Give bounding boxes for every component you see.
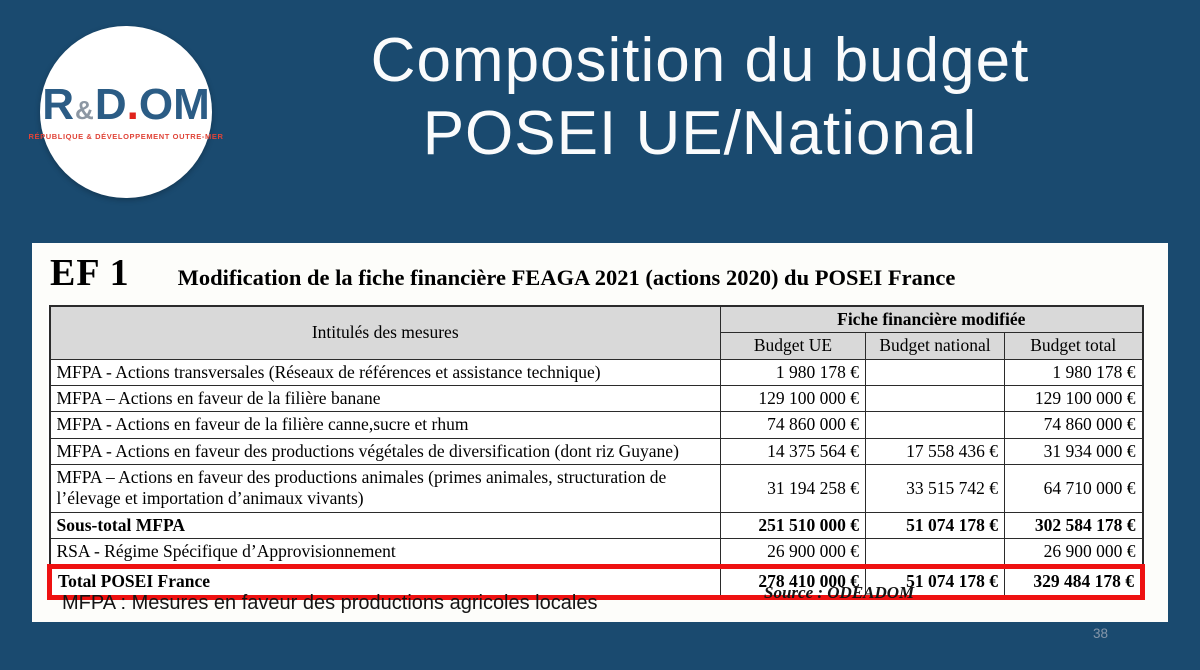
table-row: MFPA - Actions transversales (Réseaux de… (49, 358, 1143, 387)
budget-national-value (865, 385, 1005, 413)
budget-table: Intitulés des mesures Fiche financière m… (47, 305, 1145, 600)
measure-label: Total POSEI France (47, 564, 721, 600)
table-row-total-highlighted: Total POSEI France 278 410 000 € 51 074 … (47, 564, 1145, 600)
table-row: MFPA - Actions en faveur des productions… (49, 437, 1143, 466)
budget-ue-value: 74 860 000 € (720, 411, 866, 439)
budget-national-value (865, 538, 1005, 568)
budget-national-value (865, 411, 1005, 439)
content-panel: EF 1 Modification de la fiche financière… (32, 243, 1168, 622)
budget-total-value: 64 710 000 € (1004, 464, 1143, 513)
budget-total-value: 26 900 000 € (1004, 538, 1143, 568)
budget-ue-value: 14 375 564 € (720, 437, 866, 466)
budget-total-value: 1 980 178 € (1004, 358, 1143, 387)
logo-letter-d: D (94, 80, 127, 129)
table-row: MFPA – Actions en faveur de la filière b… (49, 385, 1143, 413)
table-row-subtotal: Sous-total MFPA 251 510 000 € 51 074 178… (49, 511, 1143, 540)
col-header-budget-national: Budget national (865, 332, 1005, 360)
budget-national-value: 33 515 742 € (865, 464, 1005, 513)
budget-total-value: 329 484 178 € (1004, 564, 1145, 600)
logo-letters-om: OM (138, 80, 210, 129)
measure-label: MFPA - Actions en faveur de la filière c… (49, 411, 721, 439)
logo-red-dot: . (126, 80, 139, 129)
logo-letter-r: R (42, 80, 75, 129)
measure-label: MFPA - Actions transversales (Réseaux de… (49, 358, 721, 387)
col-header-budget-ue: Budget UE (720, 332, 866, 360)
budget-ue-value: 26 900 000 € (720, 538, 866, 568)
budget-total-value: 302 584 178 € (1004, 511, 1143, 540)
logo-ampersand: & (75, 95, 94, 125)
logo-subtitle: RÉPUBLIQUE & DÉVELOPPEMENT OUTRE-MER (28, 132, 224, 141)
budget-total-value: 129 100 000 € (1004, 385, 1143, 413)
table-heading: Modification de la fiche financière FEAG… (177, 265, 956, 290)
page-number: 38 (1092, 626, 1108, 641)
measure-label: RSA - Régime Spécifique d’Approvisionnem… (49, 538, 721, 568)
budget-ue-value: 129 100 000 € (720, 385, 866, 413)
source-note: Source : ODEADOM (764, 583, 915, 602)
budget-ue-value: 278 410 000 € (720, 564, 866, 600)
rdom-logo-wordmark: R & D. OM (42, 83, 209, 127)
budget-national-value: 17 558 436 € (865, 437, 1005, 466)
budget-national-value: 51 074 178 € (865, 511, 1005, 540)
mfpa-footnote: MFPA : Mesures en faveur des productions… (62, 592, 598, 614)
measure-label: MFPA - Actions en faveur des productions… (49, 437, 721, 466)
table-row: RSA - Régime Spécifique d’Approvisionnem… (49, 538, 1143, 568)
budget-total-value: 31 934 000 € (1004, 437, 1143, 466)
table-header-row-budgets: Budget UE Budget national Budget total (50, 332, 1143, 360)
ef-label: EF 1 (50, 252, 130, 294)
col-header-measures: Intitulés des mesures (49, 305, 721, 360)
budget-ue-value: 31 194 258 € (720, 464, 866, 513)
budget-ue-value: 251 510 000 € (720, 511, 866, 540)
budget-total-value: 74 860 000 € (1004, 411, 1143, 439)
slide-title: Composition du budget POSEI UE/National (240, 24, 1160, 170)
measure-label: Sous-total MFPA (49, 511, 721, 540)
table-row: MFPA - Actions en faveur de la filière c… (49, 411, 1143, 439)
rdom-logo: R & D. OM RÉPUBLIQUE & DÉVELOPPEMENT OUTRE-… (29, 26, 223, 198)
measure-label: MFPA – Actions en faveur des productions… (49, 464, 721, 513)
table-row: MFPA – Actions en faveur des productions… (49, 464, 1143, 513)
slide-title-line1: Composition du budget (370, 26, 1030, 95)
panel-header: EF 1 Modification de la fiche financière… (32, 243, 1168, 297)
budget-ue-value: 1 980 178 € (720, 358, 866, 387)
col-header-group: Fiche financière modifiée (720, 305, 1143, 334)
budget-national-value: 51 074 178 € (865, 564, 1005, 600)
table-header-row-group: Intitulés des mesures Fiche financière m… (49, 305, 1143, 360)
measure-label: MFPA – Actions en faveur de la filière b… (49, 385, 721, 413)
budget-national-value (865, 358, 1005, 387)
col-header-budget-total: Budget total (1004, 332, 1143, 360)
slide-title-line2: POSEI UE/National (422, 99, 978, 168)
